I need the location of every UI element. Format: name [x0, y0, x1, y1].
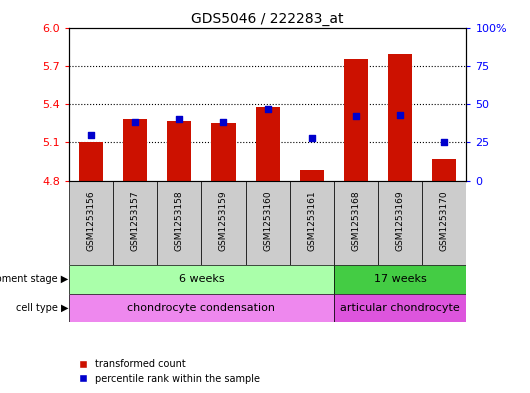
Point	[440, 139, 448, 145]
Bar	[157, 181, 201, 265]
Text: GSM1253158: GSM1253158	[175, 191, 184, 252]
Bar	[201, 181, 245, 265]
Point	[307, 135, 316, 141]
Point	[87, 132, 95, 138]
Bar	[69, 265, 334, 294]
Bar	[344, 59, 368, 181]
Text: GSM1253169: GSM1253169	[396, 191, 404, 252]
Text: cell type ▶: cell type ▶	[15, 303, 68, 313]
Bar	[422, 181, 466, 265]
Point	[219, 119, 228, 126]
Bar	[299, 171, 324, 181]
Bar	[167, 121, 191, 181]
Bar	[211, 123, 236, 181]
Bar	[245, 181, 290, 265]
Bar	[334, 294, 466, 322]
Title: GDS5046 / 222283_at: GDS5046 / 222283_at	[191, 13, 344, 26]
Point	[131, 119, 139, 126]
Text: GSM1253168: GSM1253168	[351, 191, 360, 252]
Text: 6 weeks: 6 weeks	[179, 274, 224, 284]
Point	[263, 105, 272, 112]
Bar	[255, 107, 280, 181]
Point	[352, 113, 360, 119]
Bar	[432, 159, 456, 181]
Text: articular chondrocyte: articular chondrocyte	[340, 303, 460, 313]
Text: GSM1253170: GSM1253170	[440, 191, 449, 252]
Point	[175, 116, 183, 123]
Text: chondrocyte condensation: chondrocyte condensation	[127, 303, 276, 313]
Point	[396, 112, 404, 118]
Bar	[69, 294, 334, 322]
Text: GSM1253159: GSM1253159	[219, 191, 228, 252]
Text: GSM1253157: GSM1253157	[131, 191, 139, 252]
Text: development stage ▶: development stage ▶	[0, 274, 68, 284]
Text: GSM1253161: GSM1253161	[307, 191, 316, 252]
Text: GSM1253156: GSM1253156	[86, 191, 95, 252]
Bar	[69, 181, 113, 265]
Legend: transformed count, percentile rank within the sample: transformed count, percentile rank withi…	[74, 356, 264, 388]
Bar	[290, 181, 334, 265]
Bar	[388, 54, 412, 181]
Bar	[334, 265, 466, 294]
Bar	[113, 181, 157, 265]
Bar	[79, 142, 103, 181]
Bar	[334, 181, 378, 265]
Bar	[378, 181, 422, 265]
Text: 17 weeks: 17 weeks	[374, 274, 427, 284]
Bar	[123, 119, 147, 181]
Text: GSM1253160: GSM1253160	[263, 191, 272, 252]
